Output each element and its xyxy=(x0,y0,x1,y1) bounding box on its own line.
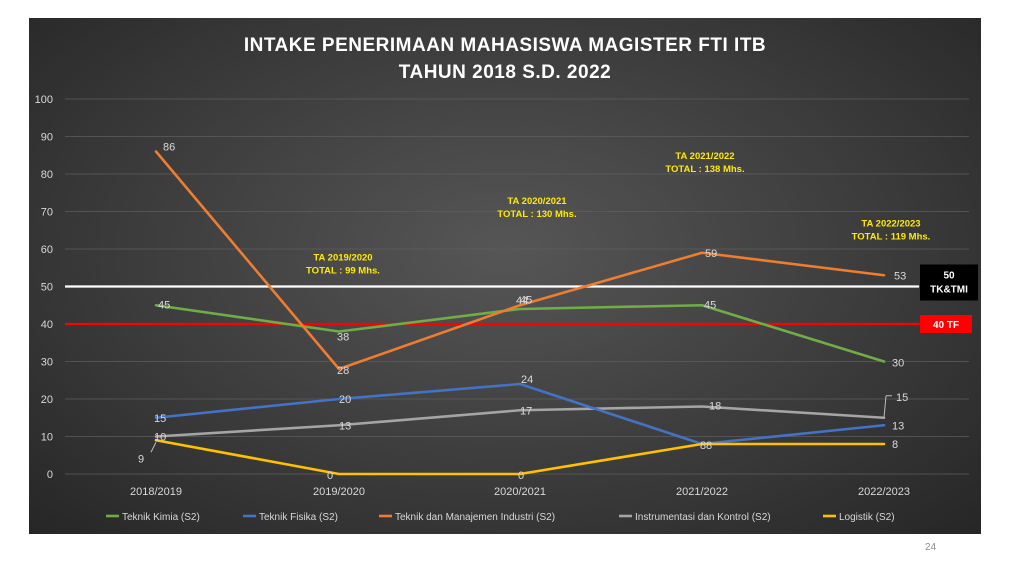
data-label: 45 xyxy=(704,299,716,311)
series-line-4 xyxy=(154,438,886,476)
data-label: 0 xyxy=(518,470,524,482)
data-label: 8 xyxy=(706,440,712,452)
data-label: 10 xyxy=(154,432,166,444)
data-label: 17 xyxy=(520,405,532,417)
data-label: 13 xyxy=(339,420,351,432)
leader-line xyxy=(883,395,887,418)
annotation-line2: TOTAL : 99 Mhs. xyxy=(306,265,380,276)
data-label: 9 xyxy=(138,453,144,465)
legend: Teknik Kimia (S2) Teknik Fisika (S2) Tekni… xyxy=(106,512,895,523)
chart-title: INTAKE PENERIMAAN MAHASISWA MAGISTER FTI… xyxy=(244,35,766,56)
series-line-2 xyxy=(154,150,886,371)
legend-label: Instrumentasi dan Kontrol (S2) xyxy=(635,512,771,523)
y-tick-label: 80 xyxy=(41,169,53,181)
annotation-line1: TA 2019/2020 xyxy=(313,252,372,263)
reference-label-box xyxy=(920,315,972,333)
data-label: 8 xyxy=(700,440,706,452)
chart-panel: INTAKE PENERIMAAN MAHASISWA MAGISTER FTI… xyxy=(29,18,981,534)
reference-label-value: 40 TF xyxy=(933,320,959,331)
leader-line xyxy=(150,442,157,453)
y-tick-label: 100 xyxy=(35,94,53,106)
y-tick-label: 60 xyxy=(41,244,53,256)
annotation-line2: TOTAL : 130 Mhs. xyxy=(497,209,576,220)
y-tick-label: 20 xyxy=(41,394,53,406)
y-tick-label: 30 xyxy=(41,357,53,369)
y-tick-label: 50 xyxy=(41,282,53,294)
data-label: 45 xyxy=(158,299,170,311)
annotation-line2: TOTAL : 138 Mhs. xyxy=(665,164,744,175)
legend-label: Teknik Kimia (S2) xyxy=(122,512,200,523)
legend-label: Teknik Fisika (S2) xyxy=(259,512,338,523)
annotation-line1: TA 2022/2023 xyxy=(861,219,920,230)
series-lines xyxy=(154,150,886,476)
data-label: 59 xyxy=(705,248,717,260)
data-label: 44 xyxy=(516,295,528,307)
reference-label-text: TK&TMI xyxy=(930,285,968,296)
x-tick-label: 2021/2022 xyxy=(676,486,728,498)
data-label: 30 xyxy=(892,358,904,370)
y-tick-label: 0 xyxy=(47,469,53,481)
data-label: 0 xyxy=(327,470,333,482)
y-tick-label: 70 xyxy=(41,207,53,219)
data-label: 45 xyxy=(520,294,532,306)
x-tick-label: 2022/2023 xyxy=(858,486,910,498)
reference-lines: 50 TK&TMI 40 TF xyxy=(65,264,978,333)
legend-label: Teknik dan Manajemen Industri (S2) xyxy=(395,512,555,523)
data-label: 86 xyxy=(163,142,175,154)
data-label: 18 xyxy=(709,401,721,413)
data-label: 38 xyxy=(337,332,349,344)
annotation-line1: TA 2020/2021 xyxy=(507,196,567,207)
reference-label-value: 50 xyxy=(943,271,955,282)
data-label: 20 xyxy=(339,394,351,406)
chart-subtitle: TAHUN 2018 S.D. 2022 xyxy=(399,62,611,83)
annotations: TA 2019/2020 TOTAL : 99 Mhs. TA 2020/2021 T… xyxy=(306,151,930,276)
series-line-0 xyxy=(154,303,886,363)
y-tick-label: 40 xyxy=(41,319,53,331)
data-label: 15 xyxy=(896,392,908,404)
data-label: 8 xyxy=(892,439,898,451)
y-tick-label: 90 xyxy=(41,132,53,144)
series-line-1 xyxy=(154,382,886,446)
data-label: 24 xyxy=(521,374,533,386)
legend-label: Logistik (S2) xyxy=(839,512,895,523)
slide-number: 24 xyxy=(925,542,937,553)
series-line-3 xyxy=(154,405,886,438)
data-label: 53 xyxy=(894,270,906,282)
data-label: 13 xyxy=(892,420,904,432)
y-tick-label: 10 xyxy=(41,432,53,444)
x-tick-label: 2018/2019 xyxy=(130,486,182,498)
annotation-line1: TA 2021/2022 xyxy=(675,151,734,162)
x-tick-label: 2020/2021 xyxy=(494,486,546,498)
reference-label-box xyxy=(920,264,978,301)
annotation-line2: TOTAL : 119 Mhs. xyxy=(852,232,931,243)
line-chart: INTAKE PENERIMAAN MAHASISWA MAGISTER FTI… xyxy=(35,35,978,523)
data-label: 28 xyxy=(337,365,349,377)
data-label: 15 xyxy=(154,413,166,425)
x-tick-label: 2019/2020 xyxy=(313,486,365,498)
